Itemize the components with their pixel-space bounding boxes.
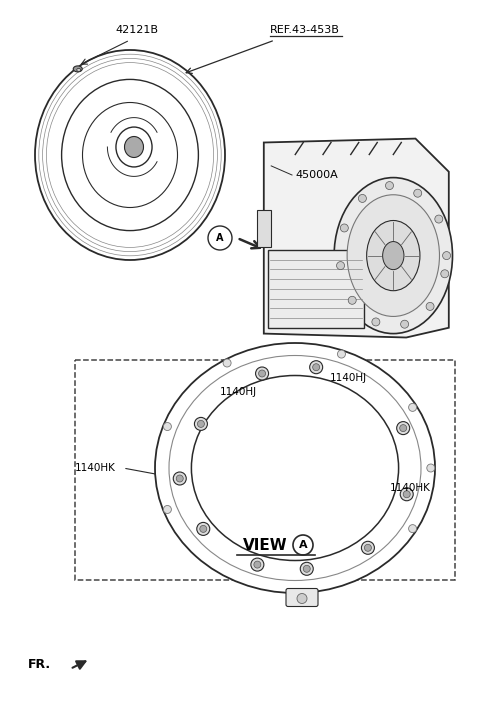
Ellipse shape [334,178,453,334]
Circle shape [372,318,380,326]
Circle shape [293,535,313,555]
Text: A: A [216,233,224,243]
Circle shape [259,370,265,377]
Text: 42121B: 42121B [115,25,158,35]
Circle shape [176,475,183,482]
Circle shape [427,464,435,472]
Circle shape [223,359,231,367]
Ellipse shape [35,50,225,260]
Circle shape [414,189,422,197]
Circle shape [197,420,204,427]
Circle shape [255,367,269,380]
Circle shape [408,403,417,411]
Circle shape [401,320,408,328]
Ellipse shape [73,66,82,72]
Polygon shape [264,138,449,337]
Text: A: A [299,540,307,550]
Ellipse shape [116,127,152,167]
Circle shape [400,425,407,432]
Circle shape [403,491,410,498]
FancyBboxPatch shape [286,589,318,606]
Circle shape [163,506,171,513]
Ellipse shape [169,356,421,581]
Circle shape [194,417,207,430]
Circle shape [163,422,171,430]
Circle shape [310,361,323,373]
Circle shape [364,545,372,551]
Circle shape [361,541,374,555]
Circle shape [297,594,307,604]
Text: VIEW: VIEW [243,537,288,552]
Ellipse shape [367,221,420,290]
Circle shape [400,488,413,501]
Ellipse shape [383,241,404,270]
Ellipse shape [155,343,435,593]
Circle shape [396,422,410,435]
Ellipse shape [192,376,398,560]
Circle shape [312,364,320,371]
Circle shape [408,525,417,532]
Circle shape [251,558,264,571]
Ellipse shape [83,102,178,207]
Circle shape [385,182,394,190]
Circle shape [336,261,345,270]
Circle shape [300,562,313,575]
Text: 1140HK: 1140HK [390,483,431,493]
Text: FR.: FR. [28,658,51,672]
FancyBboxPatch shape [267,250,364,328]
Circle shape [426,302,434,310]
Circle shape [337,350,346,358]
Circle shape [348,296,356,305]
Text: 1140HJ: 1140HJ [330,373,367,383]
Ellipse shape [61,80,198,231]
Circle shape [443,251,451,260]
Circle shape [208,226,232,250]
Circle shape [200,525,207,532]
Circle shape [359,195,366,202]
Text: 1140HJ: 1140HJ [220,387,257,397]
Circle shape [197,523,210,535]
Text: 45000A: 45000A [295,170,338,180]
Circle shape [340,224,348,232]
Ellipse shape [124,136,144,158]
Circle shape [303,565,310,572]
Circle shape [173,472,186,485]
Circle shape [441,270,449,278]
FancyBboxPatch shape [257,209,271,247]
Text: REF.43-453B: REF.43-453B [270,25,340,35]
Circle shape [435,215,443,223]
Text: 1140HK: 1140HK [75,463,116,473]
Ellipse shape [77,68,81,72]
Circle shape [254,561,261,568]
Ellipse shape [347,195,440,317]
